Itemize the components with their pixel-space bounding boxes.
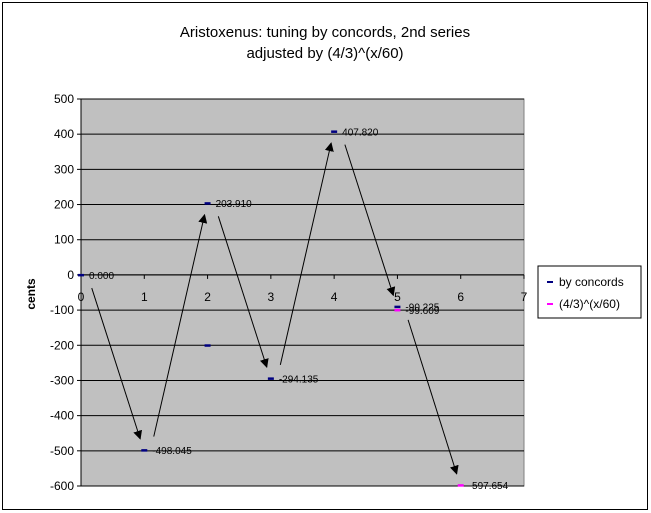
y-axis-ticks: 500 400 300 200 100 0 -100 -200 -300 -400 -500 -600 bbox=[50, 92, 81, 493]
legend-swatch-ratio bbox=[547, 303, 553, 305]
data-label: -498.045 bbox=[152, 446, 192, 457]
y-tick-label: 0 bbox=[67, 268, 74, 282]
point-by-concords bbox=[204, 344, 211, 347]
point-ratio bbox=[394, 308, 401, 312]
legend-label-ratio: (4/3)^(x/60) bbox=[559, 297, 620, 311]
arrow bbox=[407, 319, 459, 475]
data-label: 407.820 bbox=[342, 127, 379, 138]
data-points bbox=[78, 130, 464, 487]
point-by-concords bbox=[141, 449, 148, 452]
x-tick-label: 0 bbox=[78, 290, 85, 304]
y-tick-label: 200 bbox=[54, 198, 74, 212]
y-tick-label: -600 bbox=[50, 479, 74, 493]
legend-swatch-by-concords bbox=[547, 281, 553, 283]
x-tick-label: 3 bbox=[268, 290, 275, 304]
y-tick-label: -500 bbox=[50, 444, 74, 458]
point-by-concords bbox=[78, 273, 84, 277]
point-ratio bbox=[457, 484, 464, 487]
data-labels: 0.000 -498.045 203.910 -294.135 407.820 -90.2… bbox=[89, 127, 509, 492]
y-axis-label: cents bbox=[24, 278, 38, 310]
x-tick-label: 2 bbox=[204, 290, 211, 304]
data-label: -99.609 bbox=[405, 306, 439, 317]
data-label: -90.225 bbox=[405, 303, 439, 314]
legend-label-by-concords: by concords bbox=[559, 275, 624, 289]
point-by-concords bbox=[267, 377, 274, 380]
y-tick-label: 500 bbox=[54, 92, 74, 106]
y-tick-label: -100 bbox=[50, 303, 74, 317]
arrow bbox=[217, 216, 269, 368]
data-label: 203.910 bbox=[216, 199, 253, 210]
y-tick-label: -300 bbox=[50, 373, 74, 387]
chart-subtitle: adjusted by (4/3)^(x/60) bbox=[246, 45, 403, 62]
arrow bbox=[153, 213, 208, 437]
arrows bbox=[91, 142, 459, 475]
arrow bbox=[344, 144, 396, 297]
arrow bbox=[279, 142, 334, 365]
y-tick-label: -400 bbox=[50, 409, 74, 423]
x-tick-label: 4 bbox=[331, 290, 338, 304]
point-by-concords bbox=[331, 130, 338, 133]
x-axis-ticks: 0 1 2 3 4 5 6 7 bbox=[78, 274, 528, 304]
plot-area bbox=[80, 98, 525, 487]
chart-title: Aristoxenus: tuning by concords, 2nd ser… bbox=[180, 24, 470, 41]
legend-box bbox=[537, 265, 642, 319]
y-tick-label: 300 bbox=[54, 162, 74, 176]
x-tick-label: 5 bbox=[394, 290, 401, 304]
axes bbox=[80, 99, 524, 486]
point-by-concords bbox=[394, 305, 401, 309]
x-tick-label: 7 bbox=[521, 290, 528, 304]
x-tick-label: 1 bbox=[141, 290, 148, 304]
y-tick-label: -200 bbox=[50, 338, 74, 352]
y-tick-label: 400 bbox=[54, 127, 74, 141]
data-label: 0.000 bbox=[89, 271, 114, 282]
legend: by concords (4/3)^(x/60) bbox=[537, 265, 642, 319]
data-label: -597.654 bbox=[469, 481, 509, 492]
point-by-concords bbox=[204, 202, 211, 205]
arrow bbox=[91, 287, 143, 440]
y-tick-label: 100 bbox=[54, 233, 74, 247]
data-label: -294.135 bbox=[279, 374, 319, 385]
x-tick-label: 6 bbox=[457, 290, 464, 304]
